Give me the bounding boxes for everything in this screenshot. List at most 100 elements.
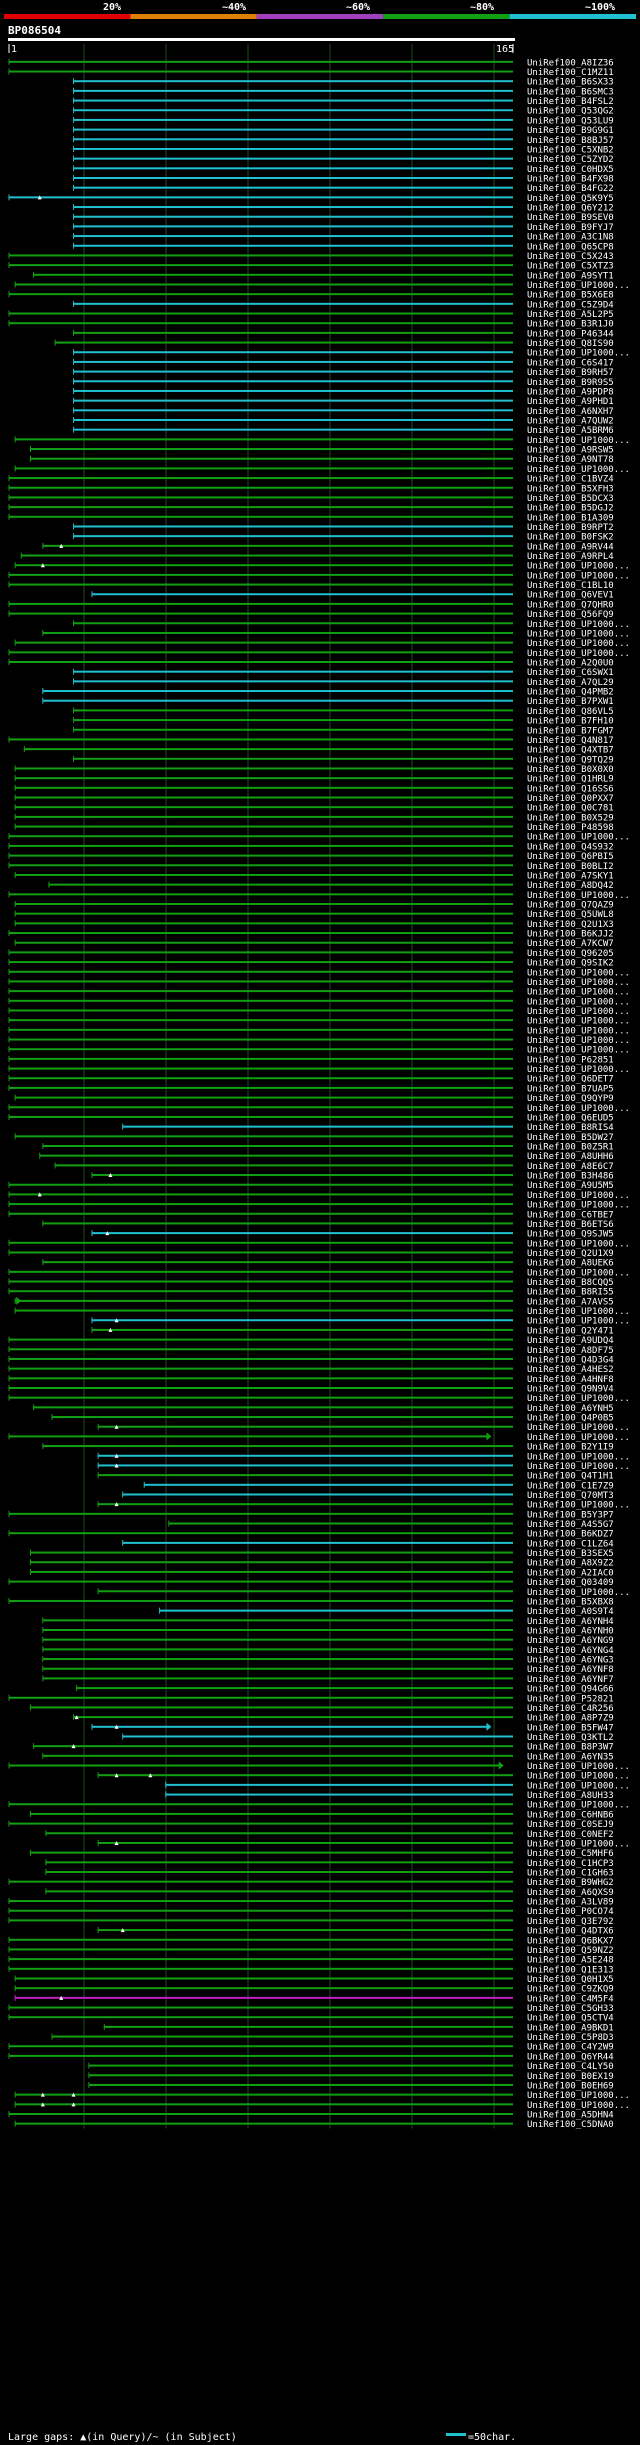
hit-row[interactable]: UniRef100_C6SWX1 bbox=[73, 668, 614, 678]
hit-label[interactable]: UniRef100_B7UAP5 bbox=[527, 1084, 614, 1094]
hit-row[interactable]: UniRef100_C4M5F4 bbox=[14, 1994, 614, 2004]
hit-row[interactable]: UniRef100_UP1000... bbox=[8, 1761, 630, 1773]
hit-label[interactable]: UniRef100_C4M5F4 bbox=[527, 1994, 614, 2004]
hit-row[interactable]: UniRef100_Q5CTV4 bbox=[8, 2014, 614, 2024]
hit-row[interactable]: UniRef100_P0CO74 bbox=[8, 1907, 614, 1917]
hit-row[interactable]: UniRef100_Q9TQ29 bbox=[73, 755, 614, 765]
hit-row[interactable]: UniRef100_B7FH10 bbox=[73, 717, 614, 727]
hit-label[interactable]: UniRef100_UP1000... bbox=[527, 281, 630, 291]
hit-label[interactable]: UniRef100_B9RH57 bbox=[527, 368, 614, 378]
hit-row[interactable]: UniRef100_Q1HRL9 bbox=[14, 775, 614, 785]
hit-row[interactable]: UniRef100_B5FW47 bbox=[91, 1722, 614, 1734]
hit-label[interactable]: UniRef100_UP1000... bbox=[527, 1307, 630, 1317]
hit-row[interactable]: UniRef100_B5XFH3 bbox=[8, 484, 614, 494]
hit-row[interactable]: UniRef100_Q96205 bbox=[8, 949, 614, 959]
hit-row[interactable]: UniRef100_A7KCW7 bbox=[14, 939, 614, 949]
hit-label[interactable]: UniRef100_B9FYJ7 bbox=[527, 223, 614, 233]
hit-label[interactable]: UniRef100_B3SEX5 bbox=[527, 1549, 614, 1559]
hit-label[interactable]: UniRef100_A4HNF8 bbox=[527, 1375, 614, 1385]
hit-label[interactable]: UniRef100_C5X243 bbox=[527, 252, 614, 262]
hit-label[interactable]: UniRef100_Q94G66 bbox=[527, 1685, 614, 1695]
hit-row[interactable]: UniRef100_B3SEX5 bbox=[30, 1549, 614, 1559]
hit-row[interactable]: UniRef100_A9PDP8 bbox=[73, 387, 614, 397]
hit-label[interactable]: UniRef100_UP1000... bbox=[527, 2091, 630, 2101]
hit-label[interactable]: UniRef100_Q9QYP9 bbox=[527, 1094, 614, 1104]
hit-label[interactable]: UniRef100_P62851 bbox=[527, 1055, 614, 1065]
hit-row[interactable]: UniRef100_UP1000... bbox=[97, 1839, 630, 1849]
hit-label[interactable]: UniRef100_UP1000... bbox=[527, 562, 630, 572]
hit-row[interactable]: UniRef100_A5L2P5 bbox=[8, 310, 614, 320]
hit-row[interactable]: UniRef100_UP1000... bbox=[8, 1017, 630, 1027]
hit-row[interactable]: UniRef100_Q56FQ9 bbox=[8, 610, 614, 620]
hit-label[interactable]: UniRef100_B0EH69 bbox=[527, 2081, 614, 2091]
hit-row[interactable]: UniRef100_Q5UWL8 bbox=[14, 910, 614, 920]
hit-label[interactable]: UniRef100_UP1000... bbox=[527, 1007, 630, 1017]
hit-label[interactable]: UniRef100_B6SMC3 bbox=[527, 87, 614, 97]
hit-row[interactable]: UniRef100_C1BVZ4 bbox=[8, 475, 614, 485]
hit-row[interactable]: UniRef100_A7SKY1 bbox=[14, 871, 614, 881]
hit-label[interactable]: UniRef100_C6S417 bbox=[527, 358, 614, 368]
hit-row[interactable]: UniRef100_C1BL10 bbox=[8, 581, 614, 591]
hit-row[interactable]: UniRef100_Q1E313 bbox=[8, 1965, 614, 1975]
hit-label[interactable]: UniRef100_UP1000... bbox=[527, 1433, 630, 1443]
hit-label[interactable]: UniRef100_B1A309 bbox=[527, 513, 614, 523]
hit-row[interactable]: UniRef100_A8UEK6 bbox=[42, 1259, 614, 1269]
hit-row[interactable]: UniRef100_B0Z5R1 bbox=[42, 1143, 614, 1153]
hit-label[interactable]: UniRef100_B5X6E8 bbox=[527, 291, 614, 301]
hit-label[interactable]: UniRef100_B8RI55 bbox=[527, 1288, 614, 1298]
hit-label[interactable]: UniRef100_B5DCX3 bbox=[527, 494, 614, 504]
hit-row[interactable]: UniRef100_A5DHN4 bbox=[8, 2111, 614, 2121]
hit-label[interactable]: UniRef100_A3LV89 bbox=[527, 1898, 614, 1908]
hit-row[interactable]: UniRef100_C5DNA0 bbox=[14, 2120, 614, 2130]
hit-row[interactable]: UniRef100_Q9SIK2 bbox=[8, 959, 614, 969]
hit-row[interactable]: UniRef100_B2Y1I9 bbox=[42, 1443, 614, 1453]
hit-label[interactable]: UniRef100_UP1000... bbox=[527, 2101, 630, 2111]
hit-label[interactable]: UniRef100_A8UH33 bbox=[527, 1791, 614, 1801]
hit-label[interactable]: UniRef100_B5FW47 bbox=[527, 1723, 614, 1733]
hit-label[interactable]: UniRef100_B0FSK2 bbox=[527, 533, 614, 543]
hit-label[interactable]: UniRef100_B0Z5R1 bbox=[527, 1143, 614, 1153]
hit-row[interactable]: UniRef100_C6HNB6 bbox=[30, 1810, 614, 1820]
hit-row[interactable]: UniRef100_A9NT78 bbox=[30, 455, 614, 465]
hit-row[interactable]: UniRef100_B0X529 bbox=[14, 813, 614, 823]
hit-row[interactable]: UniRef100_A6YN35 bbox=[42, 1752, 614, 1762]
hit-label[interactable]: UniRef100_A2Q0U0 bbox=[527, 659, 614, 669]
hit-label[interactable]: UniRef100_Q7QAZ9 bbox=[527, 901, 614, 911]
hit-label[interactable]: UniRef100_C0NEF2 bbox=[527, 1830, 614, 1840]
hit-row[interactable]: UniRef100_UP1000... bbox=[14, 2091, 630, 2101]
hit-label[interactable]: UniRef100_B8BJ57 bbox=[527, 136, 614, 146]
hit-label[interactable]: UniRef100_B6KDZ7 bbox=[527, 1530, 614, 1540]
hit-label[interactable]: UniRef100_B9RPT2 bbox=[527, 523, 614, 533]
hit-row[interactable]: UniRef100_B9SEV0 bbox=[73, 213, 614, 223]
hit-row[interactable]: UniRef100_UP1000... bbox=[14, 562, 630, 572]
hit-row[interactable]: UniRef100_C4R256 bbox=[30, 1704, 614, 1714]
hit-row[interactable]: UniRef100_A2IAC0 bbox=[30, 1568, 614, 1578]
hit-label[interactable]: UniRef100_A8UHH6 bbox=[527, 1152, 614, 1162]
hit-label[interactable]: UniRef100_Q4XTB7 bbox=[527, 746, 614, 756]
hit-row[interactable]: UniRef100_Q6PBI5 bbox=[8, 852, 614, 862]
hit-label[interactable]: UniRef100_B3R1J0 bbox=[527, 320, 614, 330]
hit-row[interactable]: UniRef100_B9G9G1 bbox=[73, 126, 614, 136]
hit-label[interactable]: UniRef100_Q0C781 bbox=[527, 804, 614, 814]
hit-row[interactable]: UniRef100_Q53LU9 bbox=[73, 116, 614, 126]
hit-label[interactable]: UniRef100_A7QL29 bbox=[527, 678, 614, 688]
hit-label[interactable]: UniRef100_Q2U1X9 bbox=[527, 1249, 614, 1259]
hit-row[interactable]: UniRef100_B5XBX8 bbox=[8, 1597, 614, 1607]
hit-row[interactable]: UniRef100_UP1000... bbox=[73, 349, 630, 359]
hit-label[interactable]: UniRef100_B0X529 bbox=[527, 813, 614, 823]
hit-row[interactable]: UniRef100_UP1000... bbox=[42, 629, 630, 639]
hit-label[interactable]: UniRef100_B3H486 bbox=[527, 1172, 614, 1182]
hit-label[interactable]: UniRef100_Q6Y212 bbox=[527, 204, 614, 214]
hit-row[interactable]: UniRef100_C5P8D3 bbox=[51, 2033, 614, 2043]
hit-row[interactable]: UniRef100_Q3KTL2 bbox=[122, 1733, 614, 1743]
hit-row[interactable]: UniRef100_Q6EUD5 bbox=[8, 1113, 614, 1123]
hit-row[interactable]: UniRef100_A9RSW5 bbox=[30, 446, 614, 456]
hit-row[interactable]: UniRef100_C4Y2W9 bbox=[8, 2043, 614, 2053]
hit-row[interactable]: UniRef100_A6YNG3 bbox=[42, 1656, 614, 1666]
hit-label[interactable]: UniRef100_C0HDX5 bbox=[527, 165, 614, 175]
hit-label[interactable]: UniRef100_UP1000... bbox=[527, 1501, 630, 1511]
hit-label[interactable]: UniRef100_UP1000... bbox=[527, 349, 630, 359]
hit-row[interactable]: UniRef100_B9WHG2 bbox=[8, 1878, 614, 1888]
hit-label[interactable]: UniRef100_A5L2P5 bbox=[527, 310, 614, 320]
hit-label[interactable]: UniRef100_A4S5G7 bbox=[527, 1520, 614, 1530]
